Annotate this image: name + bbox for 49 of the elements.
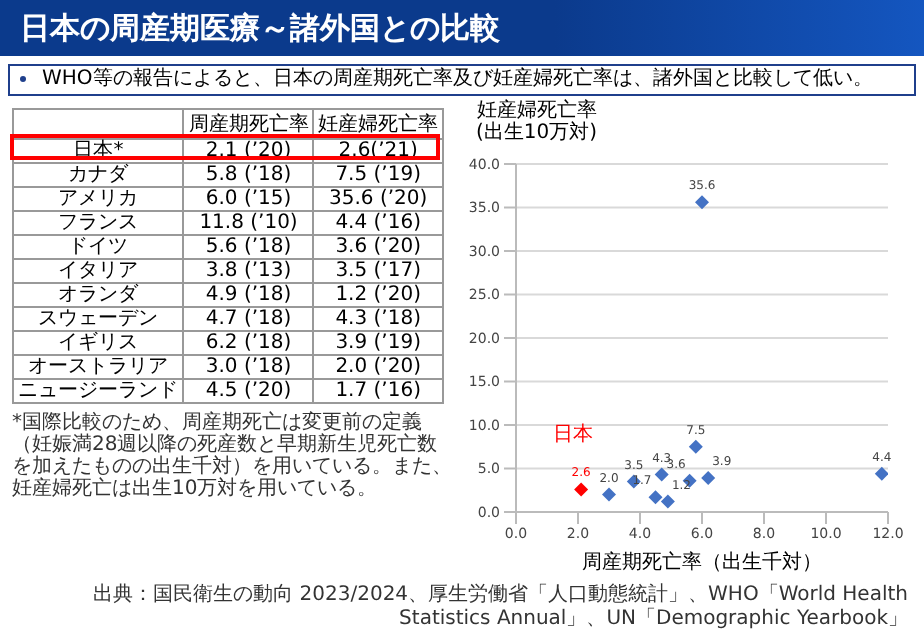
- category-label: フランス: [13, 211, 184, 235]
- data-label: 5.8 (’18): [183, 163, 314, 187]
- data-label: 2.0 (’20): [313, 355, 443, 379]
- data-label: 4.3 (’18): [313, 307, 443, 331]
- category-label: ニュージーランド: [13, 379, 184, 403]
- data-label: 11.8 (’10): [183, 211, 314, 235]
- data-label: 7.5 (’19): [313, 163, 443, 187]
- x-axis-title: 周産期死亡率（出生千対）: [580, 549, 824, 576]
- data-label: 6.2 (’18): [183, 331, 314, 355]
- data-label: 1.7 (’16): [313, 379, 443, 403]
- data-label: 3.9 (’19): [313, 331, 443, 355]
- point: [648, 490, 663, 505]
- data-label: 4.4 (’16): [313, 211, 443, 235]
- category-label: イギリス: [13, 331, 184, 355]
- category-label: カナダ: [13, 163, 184, 187]
- data-label: 2.6(’21): [313, 139, 443, 163]
- point: [701, 471, 716, 486]
- text: WHO等の報告によると、日本の周産期死亡率及び妊産婦死亡率は、諸外国と比較して低い。: [8, 64, 916, 96]
- data-label: 4.7 (’18): [183, 307, 314, 331]
- text: 周産期死亡率: [183, 109, 314, 139]
- data-label: 4.5 (’20): [183, 379, 314, 403]
- data-label: 3.0 (’18): [183, 355, 314, 379]
- category-label: ドイツ: [13, 235, 184, 259]
- data-label: 3.5 (’17): [313, 259, 443, 283]
- data-label: 5.6 (’18): [183, 235, 314, 259]
- data-label: 3.8 (’13): [183, 259, 314, 283]
- series-label: 日本: [553, 422, 594, 447]
- point: [574, 482, 589, 497]
- category-label: アメリカ: [13, 187, 184, 211]
- point: [874, 466, 888, 481]
- source-note: 出典：国民衛生の動向 2023/2024、厚生労働省「人口動態統計」、WHO「World Health Statistics Annual」、UN「Demographic Yearbook」: [91, 584, 908, 632]
- category-label: オーストラリア: [13, 355, 184, 379]
- data-label: 35.6 (’20): [313, 187, 443, 211]
- category-label: スウェーデン: [13, 307, 184, 331]
- data-label: 1.2 (’20): [313, 283, 443, 307]
- point: [602, 487, 616, 502]
- category-label: オランダ: [13, 283, 184, 307]
- point: [654, 467, 669, 482]
- point: [695, 195, 709, 210]
- data-label: 3.6 (’20): [313, 235, 443, 259]
- data-label: 6.0 (’15): [183, 187, 314, 211]
- data-label: 4.9 (’18): [183, 283, 314, 307]
- category-label: イタリア: [13, 259, 184, 283]
- point: [688, 439, 703, 454]
- point: [660, 494, 675, 509]
- text: *国際比較のため、周産期死亡は変更前の定義（妊娠満28週以降の死産数と早期新生児死亡数を加えたものの出生千対）を用いている。また、妊産婦死亡は出生10万対を用いている。: [12, 412, 454, 500]
- text: 日本の周産期医療～諸外国との比較: [0, 0, 924, 56]
- y-axis-title: 妊産婦死亡率 (出生10万対): [476, 100, 598, 144]
- text: 妊産婦死亡率: [313, 109, 443, 139]
